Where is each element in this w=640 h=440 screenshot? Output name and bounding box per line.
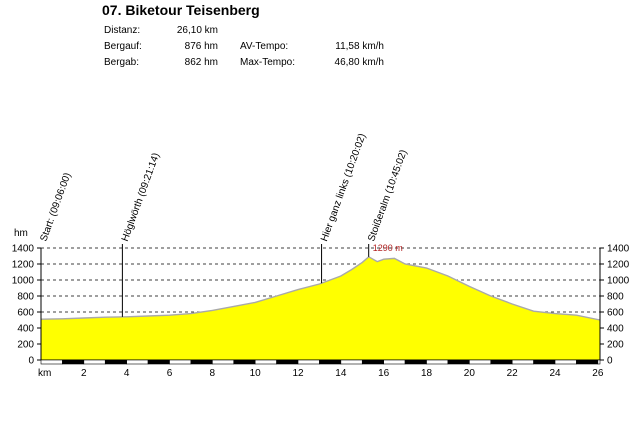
elevation-line bbox=[40, 255, 601, 321]
x-tick-label: 4 bbox=[124, 368, 130, 379]
x-tick-label: 2 bbox=[81, 368, 87, 379]
waypoint-label: Höglwörth (09:21:14) bbox=[120, 152, 162, 244]
distance-value: 26,10 km bbox=[176, 25, 218, 36]
y-tick-label: 400 bbox=[607, 324, 624, 335]
scale-bar-segment bbox=[126, 359, 149, 365]
descent-label: Bergab: bbox=[104, 57, 140, 68]
y-tick-label: 0 bbox=[28, 356, 34, 367]
y-tick-label: 800 bbox=[607, 292, 624, 303]
scale-bar-segment bbox=[212, 359, 235, 365]
y-tick-label: 600 bbox=[17, 308, 34, 319]
y-tick-label: 1000 bbox=[12, 276, 35, 287]
x-tick-label: 26 bbox=[592, 368, 604, 379]
peak-label: 1290 m bbox=[373, 243, 403, 253]
waypoint-label: Stoißeralm (10:45:02) bbox=[366, 148, 409, 243]
scale-bar-segment bbox=[319, 359, 342, 365]
y-tick-label: 200 bbox=[17, 340, 34, 351]
scale-bar-segment bbox=[83, 359, 106, 365]
y-tick-label: 1200 bbox=[12, 260, 35, 271]
scale-bar-segment bbox=[597, 359, 601, 365]
x-tick-label: 12 bbox=[292, 368, 304, 379]
ascent-label: Bergauf: bbox=[104, 41, 142, 52]
waypoint-label: Start: (09:06:00) bbox=[38, 171, 73, 243]
waypoint-label: Hier ganz links (10:20:02) bbox=[319, 132, 368, 243]
y-tick-label: 1000 bbox=[607, 276, 630, 287]
page-title: 07. Biketour Teisenberg bbox=[102, 2, 260, 18]
scale-bar-segment bbox=[276, 359, 299, 365]
y-tick-label: 800 bbox=[17, 292, 34, 303]
scale-bar-segment bbox=[447, 359, 470, 365]
avg-speed-value: 11,58 km/h bbox=[335, 41, 384, 52]
y-tick-label: 200 bbox=[607, 340, 624, 351]
scale-bar-segment bbox=[40, 359, 63, 365]
scale-bar-segment bbox=[233, 359, 256, 365]
x-tick-label: 16 bbox=[378, 368, 390, 379]
scale-bar-segment bbox=[297, 359, 320, 365]
x-tick-label: 18 bbox=[421, 368, 433, 379]
profile-area bbox=[40, 255, 601, 360]
y-tick-label: 600 bbox=[607, 308, 624, 319]
scale-bar-segment bbox=[576, 359, 599, 365]
x-tick-label: 14 bbox=[335, 368, 347, 379]
scale-bar-segment bbox=[169, 359, 192, 365]
y-tick-label: 400 bbox=[17, 324, 34, 335]
scale-bar-segment bbox=[511, 359, 534, 365]
ascent-value: 876 hm bbox=[184, 41, 218, 52]
y-tick-label: 1400 bbox=[12, 244, 35, 255]
x-tick-label: 20 bbox=[464, 368, 476, 379]
elevation-area bbox=[41, 256, 600, 360]
avg-speed-label: AV-Tempo: bbox=[240, 41, 289, 52]
max-speed-label: Max-Tempo: bbox=[240, 57, 296, 68]
x-tick-label: 22 bbox=[507, 368, 519, 379]
scale-bar-segment bbox=[104, 359, 127, 365]
scale-bar-segment bbox=[147, 359, 170, 365]
y-tick-label: 1400 bbox=[607, 244, 630, 255]
stats-panel: Distanz: 26,10 km Bergauf: 876 hm Bergab… bbox=[0, 0, 640, 80]
x-tick-label: 6 bbox=[167, 368, 173, 379]
scale-bar-segment bbox=[469, 359, 492, 365]
scale-bar-segment bbox=[254, 359, 277, 365]
x-axis-label: km bbox=[38, 368, 51, 379]
x-tick-label: 24 bbox=[549, 368, 561, 379]
scale-bar-segment bbox=[190, 359, 213, 365]
scale-bar-segment bbox=[533, 359, 556, 365]
x-tick-label: 8 bbox=[210, 368, 216, 379]
distance-label: Distanz: bbox=[104, 25, 141, 36]
scale-bar-segment bbox=[490, 359, 513, 365]
scale-bar-segment bbox=[383, 359, 406, 365]
scale-bar-segment bbox=[62, 359, 85, 365]
scale-bar-segment bbox=[426, 359, 449, 365]
tick-labels: 0 0 200 200 400 400 600 600 800 800 1000 1000 1200 12… bbox=[12, 228, 630, 379]
x-tick-label: 10 bbox=[250, 368, 262, 379]
distance-scale-bar bbox=[40, 359, 601, 365]
scale-bar-segment bbox=[340, 359, 363, 365]
y-tick-label: 0 bbox=[607, 356, 613, 367]
scale-bar-segment bbox=[361, 359, 384, 365]
scale-bar-segment bbox=[404, 359, 427, 365]
scale-bar-segment bbox=[554, 359, 577, 365]
y-axis-label: hm bbox=[14, 228, 28, 239]
max-speed-value: 46,80 km/h bbox=[334, 57, 384, 68]
descent-value: 862 hm bbox=[184, 57, 218, 68]
y-tick-label: 1200 bbox=[607, 260, 630, 271]
